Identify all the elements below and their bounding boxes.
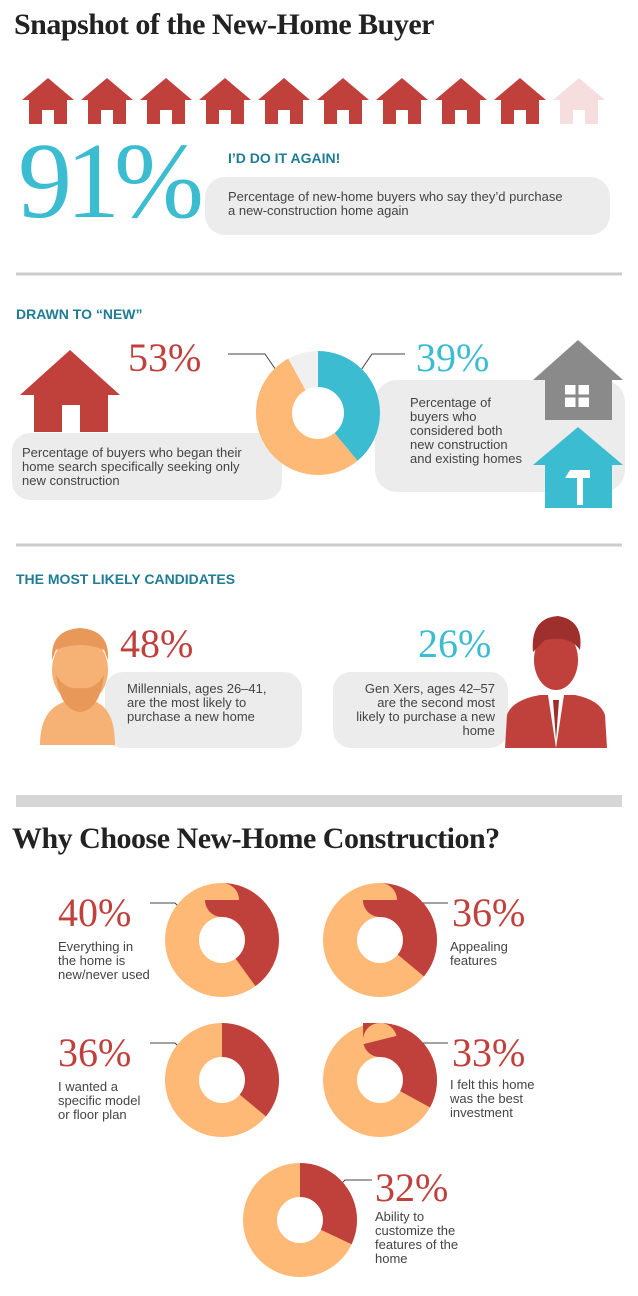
hammer bbox=[565, 470, 590, 505]
description: Everything in the home is new/never used bbox=[58, 939, 150, 982]
donut-segment bbox=[256, 351, 380, 475]
donut-segment bbox=[165, 883, 279, 997]
text-box bbox=[205, 177, 610, 235]
house-icon bbox=[258, 78, 310, 124]
text-box bbox=[105, 672, 302, 748]
stat: 33% bbox=[452, 1030, 526, 1075]
house-icon bbox=[199, 78, 251, 124]
text-box bbox=[333, 672, 508, 748]
stat: 36% bbox=[58, 1030, 132, 1075]
person-icon bbox=[40, 628, 115, 745]
description: Ability to customize the features of the… bbox=[375, 1209, 459, 1266]
description: I wanted a specific model or floor plan bbox=[58, 1079, 141, 1122]
donut-segment bbox=[165, 1023, 279, 1137]
house-icon bbox=[435, 78, 487, 124]
stat: 40% bbox=[58, 890, 132, 935]
house-icon bbox=[140, 78, 192, 124]
stat: 48% bbox=[120, 621, 194, 666]
description: Percentage of new-home buyers who say th… bbox=[228, 189, 563, 218]
house-icon bbox=[533, 340, 623, 420]
house-icon bbox=[494, 78, 546, 124]
donut-segment bbox=[256, 351, 380, 475]
donut-segment bbox=[323, 883, 437, 997]
house-icon bbox=[81, 78, 133, 124]
description: Percentage of buyers who began their hom… bbox=[22, 445, 242, 488]
donut-segment bbox=[243, 1163, 357, 1277]
page-title: Snapshot of the New-Home Buyer bbox=[14, 8, 435, 41]
stat: 36% bbox=[452, 890, 526, 935]
window bbox=[565, 385, 589, 407]
stat: 26% bbox=[418, 621, 492, 666]
description: Appealing features bbox=[450, 939, 508, 968]
text-box bbox=[12, 433, 282, 500]
heading: DRAWN TO “NEW” bbox=[16, 306, 143, 322]
house-icon bbox=[20, 350, 120, 432]
description: Millennials, ages 26–41, are the most li… bbox=[127, 681, 267, 724]
big-stat: 91% bbox=[18, 122, 204, 241]
house-icon bbox=[22, 78, 74, 124]
description: Percentage of buyers who considered both… bbox=[410, 395, 523, 466]
house-icon bbox=[317, 78, 369, 124]
heading: I’D DO IT AGAIN! bbox=[228, 150, 341, 166]
heading: THE MOST LIKELY CANDIDATES bbox=[16, 571, 236, 587]
person-icon bbox=[505, 616, 607, 748]
description: Gen Xers, ages 42–57 are the second most… bbox=[356, 681, 495, 738]
stat: 39% bbox=[416, 335, 490, 380]
house-icon bbox=[553, 78, 605, 124]
stat: 53% bbox=[128, 335, 202, 380]
stat: 32% bbox=[375, 1165, 449, 1210]
description: I felt this home was the best investment bbox=[450, 1077, 535, 1120]
donut-segment bbox=[323, 1023, 437, 1137]
separator bbox=[16, 795, 622, 807]
house-icon bbox=[533, 427, 623, 508]
section-title: Why Choose New-Home Construction? bbox=[12, 822, 500, 855]
house-icon bbox=[376, 78, 428, 124]
